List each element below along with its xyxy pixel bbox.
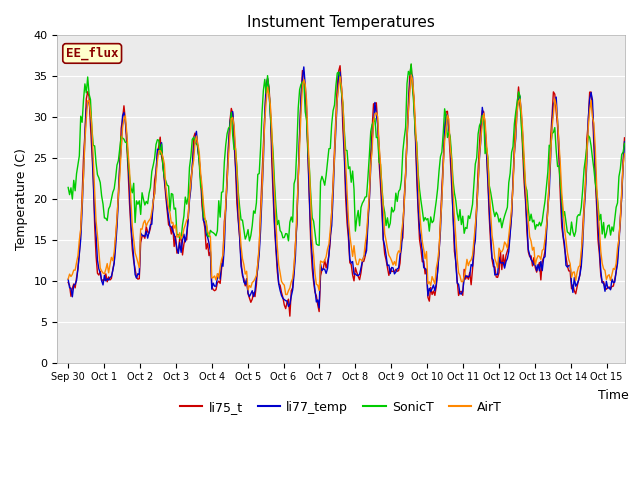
Title: Instument Temperatures: Instument Temperatures <box>247 15 435 30</box>
Legend: li75_t, li77_temp, SonicT, AirT: li75_t, li77_temp, SonicT, AirT <box>175 396 508 419</box>
Y-axis label: Temperature (C): Temperature (C) <box>15 148 28 250</box>
Text: EE_flux: EE_flux <box>66 47 118 60</box>
X-axis label: Time: Time <box>598 389 628 402</box>
